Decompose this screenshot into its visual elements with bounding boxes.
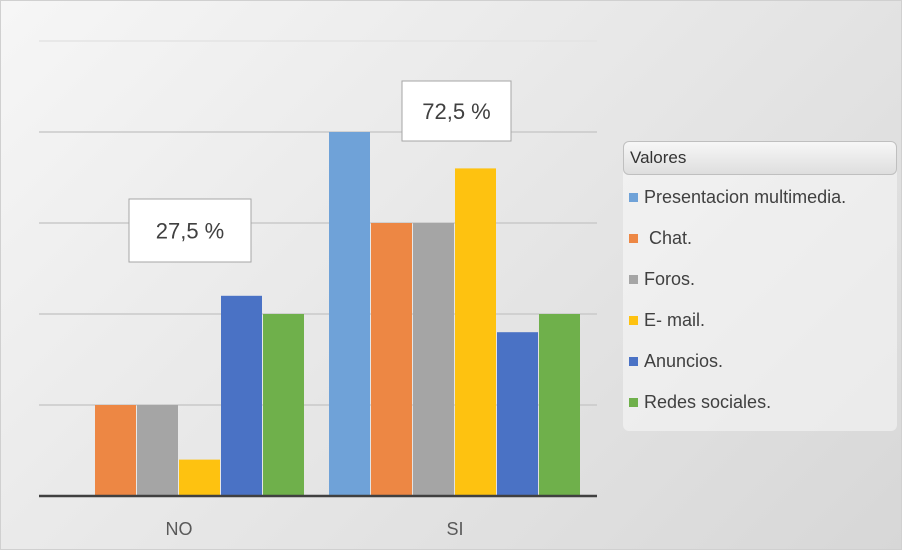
legend-item: Presentacion multimedia. bbox=[629, 185, 846, 209]
bar-si-4 bbox=[455, 168, 496, 496]
bar-si-5 bbox=[497, 332, 538, 496]
bar-si-2 bbox=[371, 223, 412, 496]
annotation-box bbox=[128, 198, 252, 263]
legend-label: Anuncios. bbox=[644, 350, 724, 371]
bar-si-1 bbox=[329, 132, 370, 496]
bar-no-3 bbox=[137, 405, 178, 496]
legend-swatch bbox=[629, 356, 638, 366]
legend-item: Anuncios. bbox=[629, 349, 723, 373]
legend-title: Valores bbox=[623, 141, 897, 175]
legend-item: E- mail. bbox=[629, 308, 705, 332]
annotation-label: 72,5 % bbox=[422, 99, 491, 124]
bar-si-3 bbox=[413, 223, 454, 496]
legend-item: Redes sociales. bbox=[629, 390, 771, 414]
bar-no-5 bbox=[221, 295, 262, 496]
legend-item: Foros. bbox=[629, 267, 695, 291]
annotation-box bbox=[401, 80, 512, 142]
annotation-label: 27,5 % bbox=[156, 219, 225, 244]
legend-label: Chat. bbox=[644, 227, 693, 248]
bar-si-6 bbox=[539, 314, 580, 496]
bar-no-2 bbox=[95, 405, 136, 496]
legend-label: E- mail. bbox=[644, 309, 706, 330]
bar-no-4 bbox=[179, 459, 220, 496]
legend-swatch bbox=[629, 192, 638, 202]
legend-label: Presentacion multimedia. bbox=[644, 186, 847, 207]
legend-swatch bbox=[629, 397, 638, 407]
legend-item: Chat. bbox=[629, 226, 692, 250]
legend-label: Foros. bbox=[644, 268, 696, 289]
legend: Valores Presentacion multimedia. Chat. Fo… bbox=[623, 141, 897, 431]
x-tick-label: SI bbox=[446, 519, 463, 539]
legend-swatch bbox=[629, 274, 638, 284]
legend-swatch bbox=[629, 233, 638, 243]
legend-swatch bbox=[629, 315, 638, 325]
x-tick-label: NO bbox=[166, 519, 193, 539]
bar-no-6 bbox=[263, 314, 304, 496]
legend-label: Redes sociales. bbox=[644, 391, 772, 412]
